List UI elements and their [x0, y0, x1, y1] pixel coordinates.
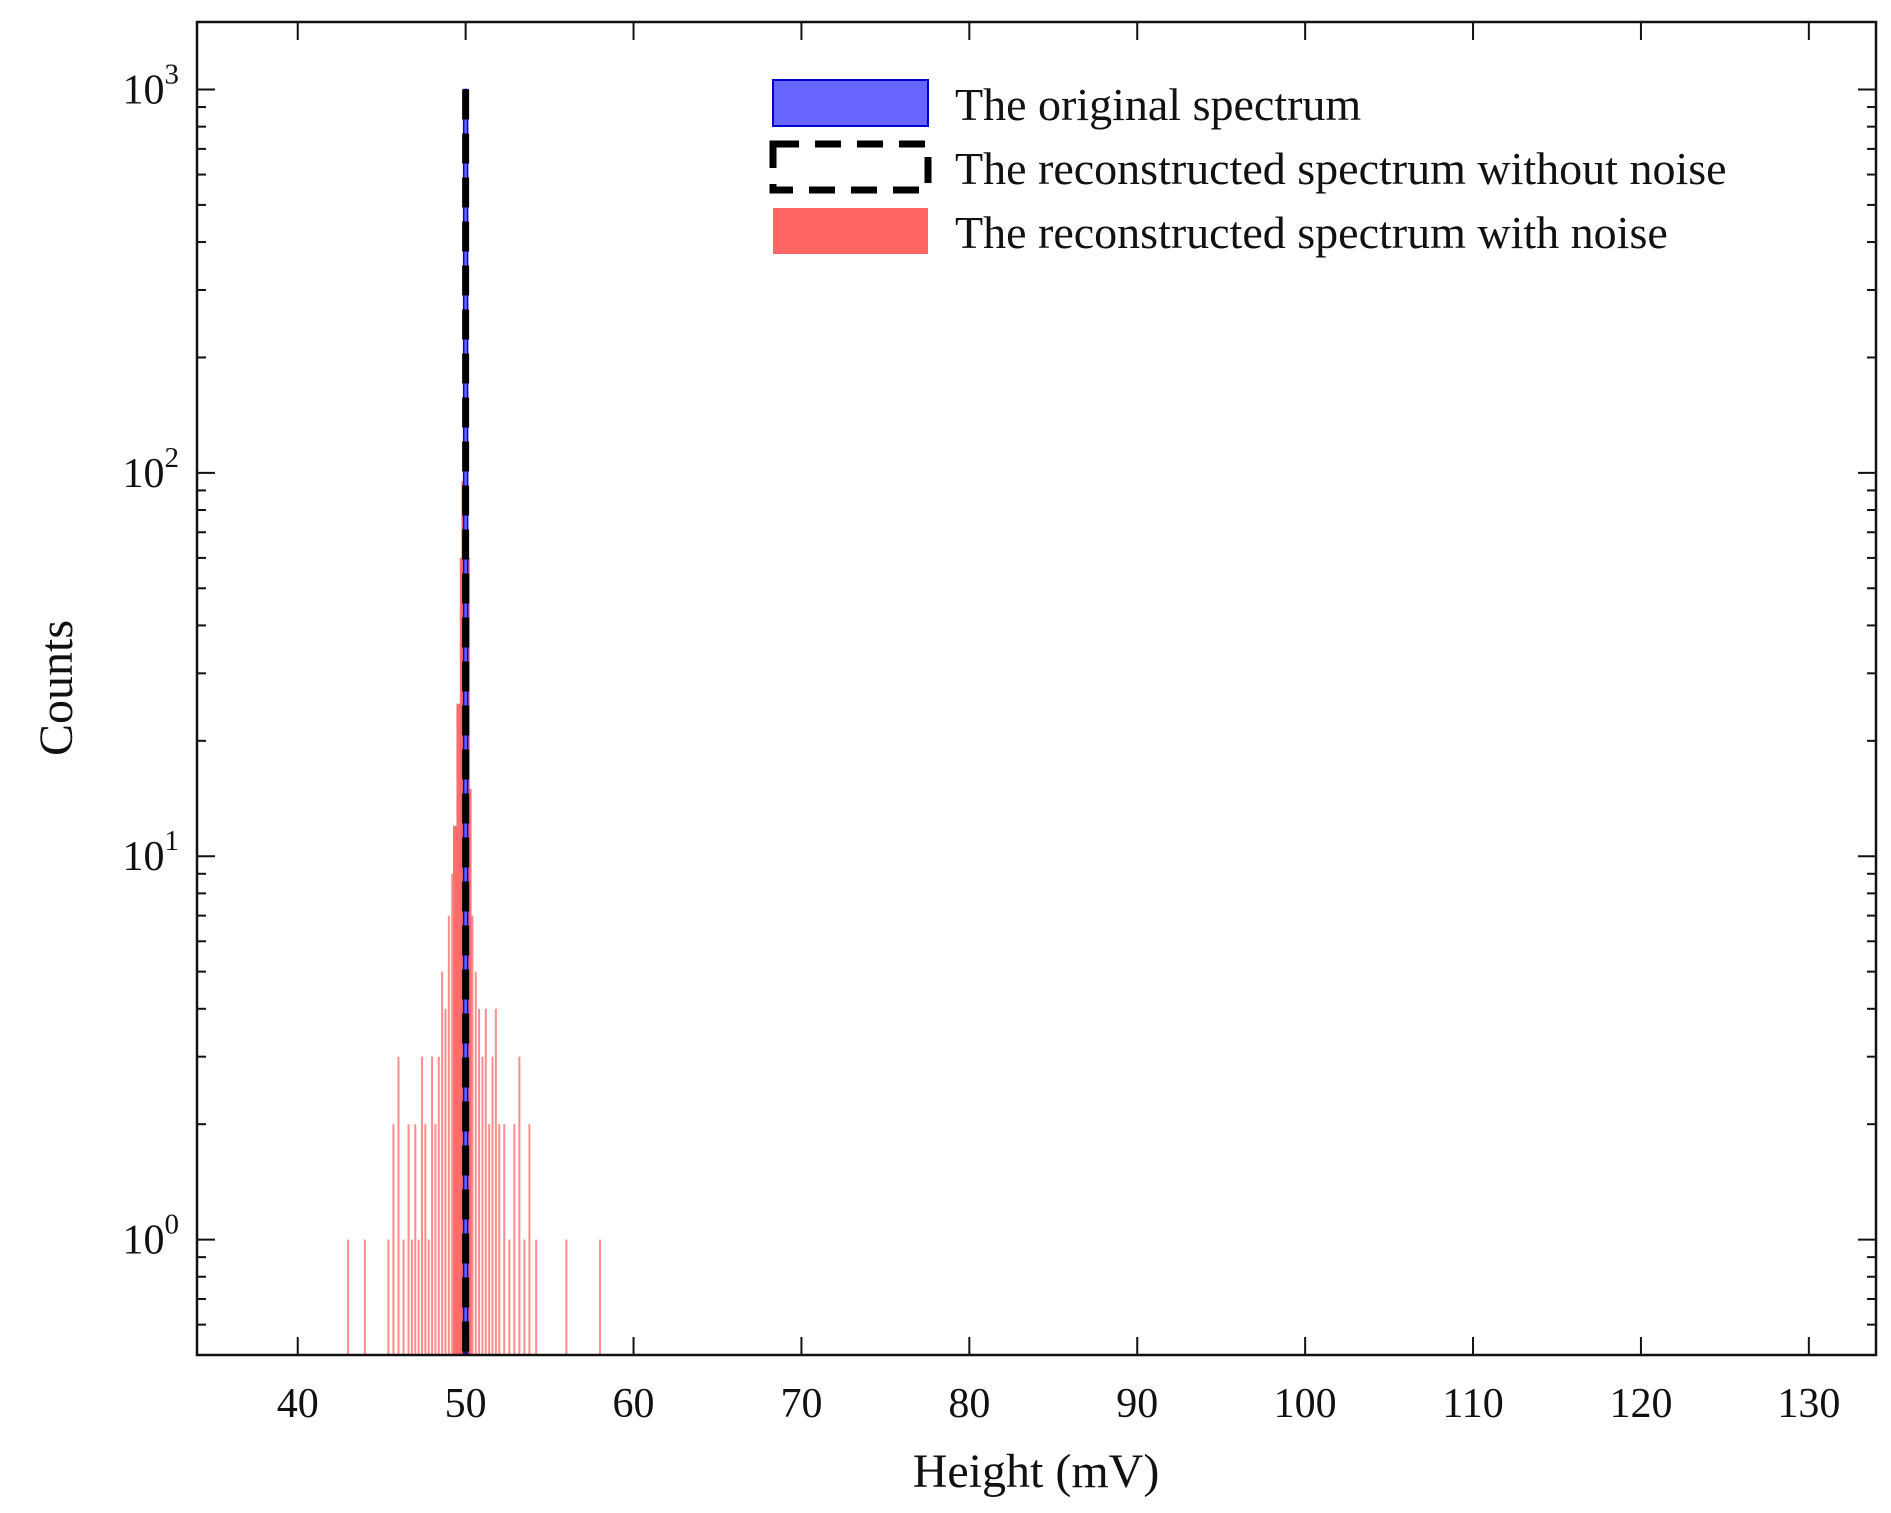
noise-bar	[392, 1124, 395, 1355]
noise-bar	[453, 825, 459, 1355]
noise-bar	[407, 1124, 410, 1355]
noise-bar	[420, 1056, 423, 1355]
noise-bar	[410, 1239, 413, 1355]
noise-bar	[397, 1056, 400, 1355]
y-tick-label: 103	[123, 59, 180, 114]
x-tick-label: 40	[277, 1381, 319, 1427]
noise-bars	[347, 472, 601, 1356]
noise-bar	[498, 1124, 501, 1355]
noise-bar	[494, 1008, 497, 1355]
noise-bar	[434, 1124, 437, 1355]
noise-bar	[484, 1008, 487, 1355]
y-axis-label: Counts	[30, 620, 83, 756]
legend-swatch-with-noise	[773, 208, 928, 254]
noise-bar	[417, 1239, 420, 1355]
noise-bar	[441, 971, 444, 1355]
noise-bar	[414, 1124, 417, 1355]
noise-bar	[491, 1056, 494, 1355]
noise-bar	[508, 1239, 511, 1355]
noise-bar	[523, 1239, 526, 1355]
noise-bar	[471, 915, 474, 1355]
noise-bar	[427, 1239, 430, 1355]
noise-bar	[513, 1124, 516, 1355]
noise-bar	[451, 873, 454, 1355]
noise-bar	[387, 1239, 390, 1355]
y-tick-label: 102	[123, 442, 180, 497]
noise-bar	[503, 1124, 506, 1355]
legend: The original spectrum The reconstructed …	[769, 79, 1727, 258]
noise-bar	[437, 1056, 440, 1355]
noise-bar	[481, 1056, 484, 1355]
noise-bar	[402, 1239, 405, 1355]
noise-bar	[535, 1239, 538, 1355]
x-tick-label: 130	[1777, 1381, 1840, 1427]
legend-label-without-noise: The reconstructed spectrum without noise	[955, 143, 1727, 194]
noise-bar	[363, 1239, 366, 1355]
x-tick-label: 100	[1274, 1381, 1337, 1427]
noise-bar	[518, 1056, 521, 1355]
axis-ticks	[197, 22, 1876, 1356]
x-tick-label: 70	[780, 1381, 822, 1427]
x-tick-labels: 40 50 60 70 80 90 100 110 120 130	[277, 1381, 1841, 1427]
noise-bar	[444, 1008, 447, 1355]
noise-bar	[598, 1239, 601, 1355]
x-tick-label: 50	[445, 1381, 487, 1427]
noise-bar	[528, 1124, 531, 1355]
noise-bar	[565, 1239, 568, 1355]
legend-swatch-original	[772, 79, 929, 127]
noise-bar	[431, 1056, 434, 1355]
legend-swatch-without-noise	[769, 140, 932, 194]
x-tick-label: 60	[613, 1381, 655, 1427]
plot-frame	[195, 20, 1878, 1357]
noise-bar	[424, 1124, 427, 1355]
noise-bar	[456, 703, 462, 1355]
x-tick-label: 80	[948, 1381, 990, 1427]
x-tick-label: 120	[1609, 1381, 1672, 1427]
y-tick-label: 100	[123, 1209, 180, 1264]
x-tick-label: 110	[1442, 1381, 1503, 1427]
noise-bar	[488, 1124, 491, 1355]
noise-bar	[447, 915, 450, 1355]
y-tick-label: 101	[123, 825, 180, 880]
x-tick-label: 90	[1116, 1381, 1158, 1427]
noise-bar	[478, 1008, 481, 1355]
x-axis-label: Height (mV)	[913, 1445, 1160, 1498]
noise-bar	[474, 971, 477, 1355]
noise-bar	[347, 1239, 350, 1355]
y-tick-labels: 100 101 102 103	[123, 59, 180, 1264]
legend-label-original: The original spectrum	[955, 79, 1361, 130]
legend-label-with-noise: The reconstructed spectrum with noise	[955, 207, 1668, 258]
